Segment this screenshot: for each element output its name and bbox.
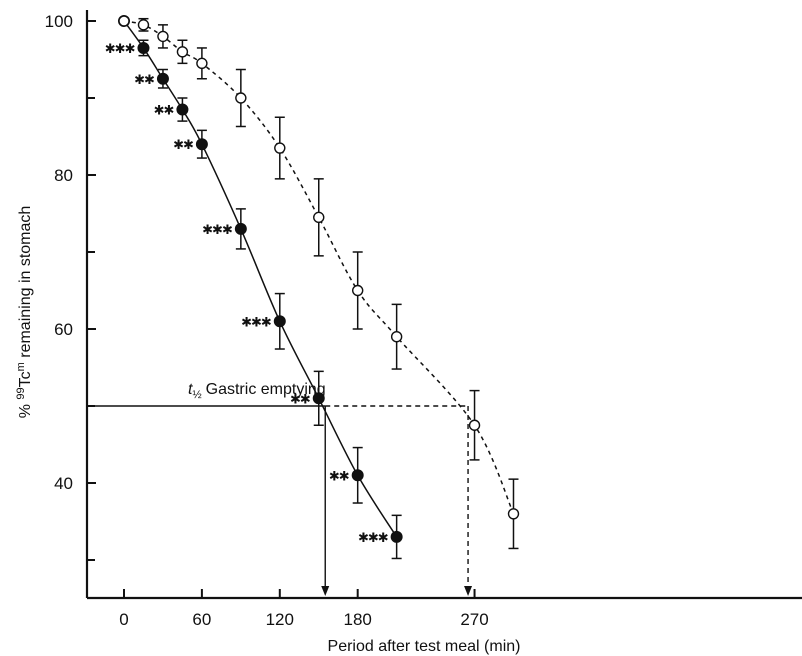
series-2-point [137,19,150,31]
half-time-annotation: t½ Gastric emptying [188,381,326,401]
series-2-point [118,15,130,27]
y-tick-label: 40 [54,474,73,493]
y-tick-label: 60 [54,320,73,339]
annotation-t: t [188,381,193,398]
series-1-point [390,530,403,543]
series-1-point [312,392,325,405]
series-2-point [196,57,208,70]
y-label-suffix: remaining in stomach [17,206,34,363]
series-2-point [390,331,403,343]
series-1-point [176,103,189,116]
series-1-point [156,72,169,85]
significance-markers: ✱✱✱✱✱✱✱✱✱✱✱✱✱✱✱✱✱✱✱✱✱✱ [105,42,389,546]
axis-ticks: 40 60 80 100 0 60 120 180 270 [45,12,489,629]
axes [85,10,802,600]
series-2-point [351,284,364,297]
error-bars [138,17,519,560]
significance-marker: ✱✱ [290,392,310,407]
y-label-mid: Tc [17,371,34,387]
y-tick-label: 80 [54,166,73,185]
series-2-point [176,46,189,58]
series-1-curve [123,20,398,538]
significance-marker: ✱✱✱ [358,531,388,546]
x-tick-label: 0 [119,610,128,629]
series-1-point [137,41,150,54]
annotation-text: Gastric emptying [206,381,326,398]
series-2-point [313,211,325,224]
series-2-curve [123,20,515,515]
annotation-half: ½ [192,389,201,401]
y-axis-label: % 99Tcm remaining in stomach [15,206,34,419]
x-tick-label: 270 [460,610,488,629]
x-tick-label: 180 [344,610,372,629]
series-1-point [273,315,286,328]
y-tick-label: 100 [45,12,73,31]
y-label-sup: 99 [15,387,27,399]
series-1-point [195,138,208,151]
significance-marker: ✱✱✱ [202,223,232,238]
series-1-point [234,222,247,235]
half-solid-arrowhead [321,586,330,596]
significance-marker: ✱✱ [154,104,174,119]
significance-marker: ✱✱✱ [241,315,271,330]
x-tick-label: 60 [192,610,211,629]
series-2-point [235,92,247,104]
series-2-point [507,508,520,520]
significance-marker: ✱✱ [329,469,349,484]
x-tick-label: 120 [266,610,294,629]
y-label-sup2: m [15,362,27,371]
x-axis-label: Period after test meal (min) [328,638,521,655]
half-dashed-arrowhead [464,586,473,596]
data-points [118,15,520,543]
series-2-point [274,142,286,154]
series-1-point [351,469,364,482]
series-2-point [157,30,169,43]
significance-marker: ✱✱ [134,73,154,88]
half-emptying-guides [87,405,473,596]
significance-marker: ✱✱✱ [105,42,135,57]
series-2-point [468,419,481,431]
significance-marker: ✱✱ [173,138,193,153]
y-label-prefix: % [17,400,34,419]
